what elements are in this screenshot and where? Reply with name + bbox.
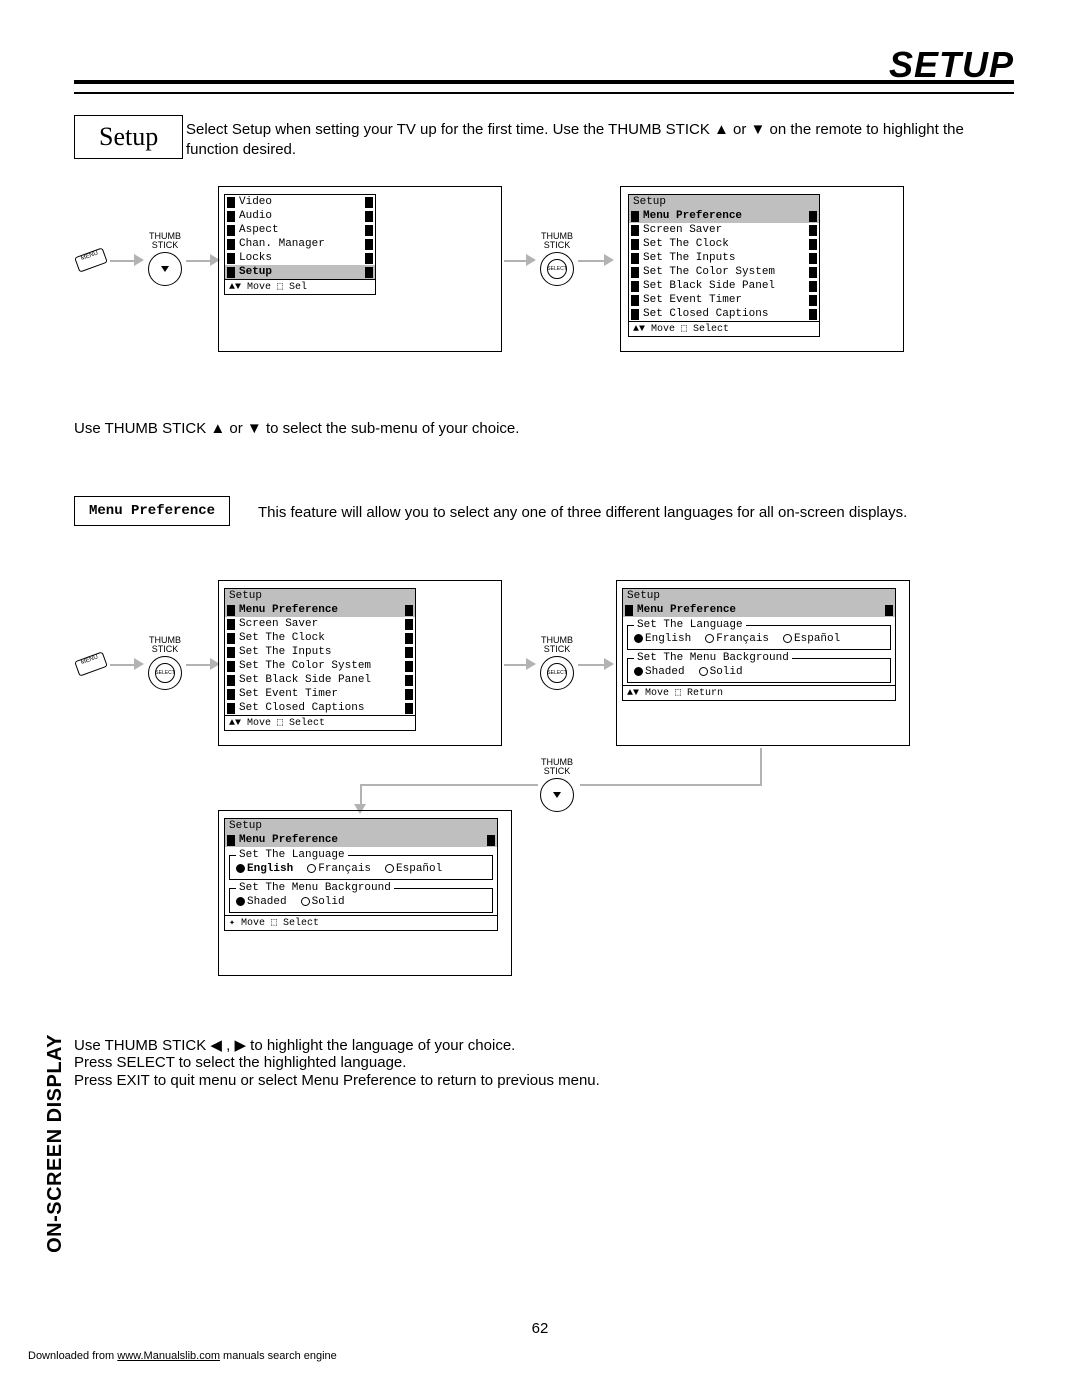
instruction-line-1: Use THUMB STICK ◀ , ▶ to highlight the l… — [74, 1036, 515, 1054]
flow-line — [760, 748, 762, 784]
panel-frame — [218, 186, 502, 352]
menu-preference-tag: Menu Preference — [74, 496, 230, 526]
flow-arrow — [134, 254, 144, 266]
divider-thin — [74, 92, 1014, 94]
page-number: 62 — [0, 1320, 1080, 1337]
flow-line — [110, 260, 136, 262]
flow-arrow — [604, 658, 614, 670]
panel-frame — [218, 810, 512, 976]
instruction-line-3: Press EXIT to quit menu or select Menu P… — [74, 1072, 600, 1089]
thumb-stick-select-icon: THUMB STICK SELECT — [540, 636, 574, 690]
sub-select-text: Use THUMB STICK ▲ or ▼ to select the sub… — [74, 420, 519, 437]
panel-frame — [616, 580, 910, 746]
flow-arrow — [134, 658, 144, 670]
intro-text: Select Setup when setting your TV up for… — [186, 120, 1006, 161]
menu-button-icon: MENU — [76, 656, 106, 672]
divider-thick — [74, 80, 1014, 84]
footer-attribution: Downloaded from www.Manualslib.com manua… — [28, 1350, 337, 1362]
flow-line — [186, 664, 212, 666]
flow-arrow — [526, 254, 536, 266]
flow-line — [504, 664, 528, 666]
panel-frame — [620, 186, 904, 352]
flow-arrow — [604, 254, 614, 266]
thumb-stick-select-icon: THUMB STICK SELECT — [540, 232, 574, 286]
thumb-stick-icon: THUMB STICK — [540, 758, 574, 812]
menu-button-icon: MENU — [76, 252, 106, 268]
flow-arrow — [526, 658, 536, 670]
flow-line — [578, 664, 606, 666]
instruction-line-2: Press SELECT to select the highlighted l… — [74, 1054, 406, 1071]
side-label: ON-SCREEN DISPLAY — [44, 1034, 68, 1264]
flow-line — [360, 784, 538, 786]
panel-frame — [218, 580, 502, 746]
flow-line — [580, 784, 762, 786]
flow-line — [578, 260, 606, 262]
thumb-stick-select-icon: THUMB STICK SELECT — [148, 636, 182, 690]
flow-line — [360, 784, 362, 806]
thumb-stick-icon: THUMB STICK — [148, 232, 182, 286]
menu-preference-desc: This feature will allow you to select an… — [258, 504, 1008, 521]
flow-line — [504, 260, 528, 262]
section-tag-setup: Setup — [74, 115, 183, 159]
flow-line — [110, 664, 136, 666]
flow-line — [186, 260, 212, 262]
footer-link[interactable]: www.Manualslib.com — [117, 1350, 220, 1362]
